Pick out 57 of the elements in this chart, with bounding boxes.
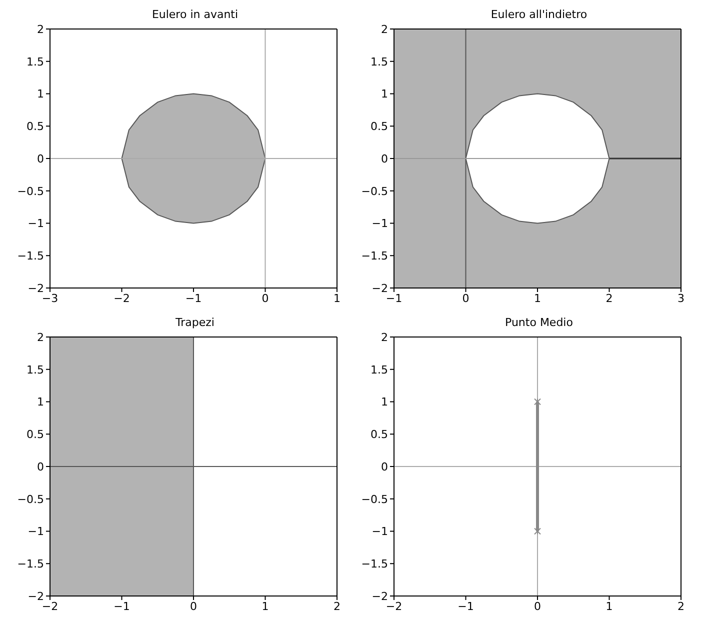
y-tick-label: 1 xyxy=(37,396,44,409)
x-tick-label: 1 xyxy=(262,600,269,613)
y-tick-label: 1.5 xyxy=(370,363,388,376)
chart-title: Eulero all'indietro xyxy=(490,8,588,23)
y-tick-label: 1 xyxy=(37,88,44,101)
y-tick-label: −1 xyxy=(28,525,44,538)
x-tick-label: −1 xyxy=(114,600,130,613)
y-tick-label: −1 xyxy=(372,525,388,538)
y-tick-label: 2 xyxy=(37,22,44,36)
x-tick-label: 0 xyxy=(190,600,197,613)
y-tick-label: −1.5 xyxy=(17,250,44,263)
y-tick-label: 1 xyxy=(381,88,388,101)
y-tick-label: 1.5 xyxy=(26,363,44,376)
y-tick-label: 0 xyxy=(381,460,388,474)
y-tick-label: −2 xyxy=(28,590,44,603)
y-tick-label: 1.5 xyxy=(26,55,44,68)
chart-title: Trapezi xyxy=(174,316,216,331)
x-tick-label: −1 xyxy=(458,600,474,613)
y-tick-label: −1.5 xyxy=(361,250,388,263)
x-tick-label: 3 xyxy=(678,292,684,305)
y-tick-label: −0.5 xyxy=(361,492,388,506)
y-tick-label: 1.5 xyxy=(370,55,388,68)
x-tick-label: 0 xyxy=(462,292,470,305)
y-tick-label: 0 xyxy=(37,152,44,166)
y-tick-label: 2 xyxy=(381,22,388,36)
y-tick-label: −2 xyxy=(28,282,44,295)
chart-title: Eulero in avanti xyxy=(150,8,240,23)
x-tick-label: 1 xyxy=(334,292,340,305)
y-tick-label: −1 xyxy=(372,217,388,230)
y-tick-label: −2 xyxy=(372,282,388,295)
y-tick-label: −1.5 xyxy=(17,558,44,571)
x-tick-label: 0 xyxy=(534,600,541,613)
x-tick-label: −3 xyxy=(42,292,58,305)
x-tick-label: 2 xyxy=(606,292,613,305)
y-tick-label: −1.5 xyxy=(361,558,388,571)
y-tick-label: 0.5 xyxy=(26,120,44,134)
y-tick-label: −2 xyxy=(372,590,388,603)
x-tick-label: 0 xyxy=(262,292,269,305)
y-tick-label: −1 xyxy=(28,217,44,230)
y-tick-label: 1 xyxy=(381,396,388,409)
x-tick-label: −1 xyxy=(185,292,202,305)
y-tick-label: 0 xyxy=(381,152,388,166)
x-tick-label: 1 xyxy=(534,292,541,305)
y-tick-label: 0 xyxy=(37,460,44,474)
y-tick-label: 2 xyxy=(381,330,388,344)
x-tick-label: 2 xyxy=(334,600,340,613)
chart-title: Punto Medio xyxy=(504,316,574,331)
x-tick-label: −2 xyxy=(114,292,130,305)
x-tick-label: 1 xyxy=(606,600,613,613)
y-tick-label: 0.5 xyxy=(26,428,44,442)
y-tick-label: 2 xyxy=(37,330,44,344)
y-tick-label: −0.5 xyxy=(361,184,388,198)
y-tick-label: −0.5 xyxy=(17,492,44,506)
y-tick-label: −0.5 xyxy=(17,184,44,198)
x-tick-label: 2 xyxy=(678,600,684,613)
y-tick-label: 0.5 xyxy=(370,428,388,442)
y-tick-label: 0.5 xyxy=(370,120,388,134)
